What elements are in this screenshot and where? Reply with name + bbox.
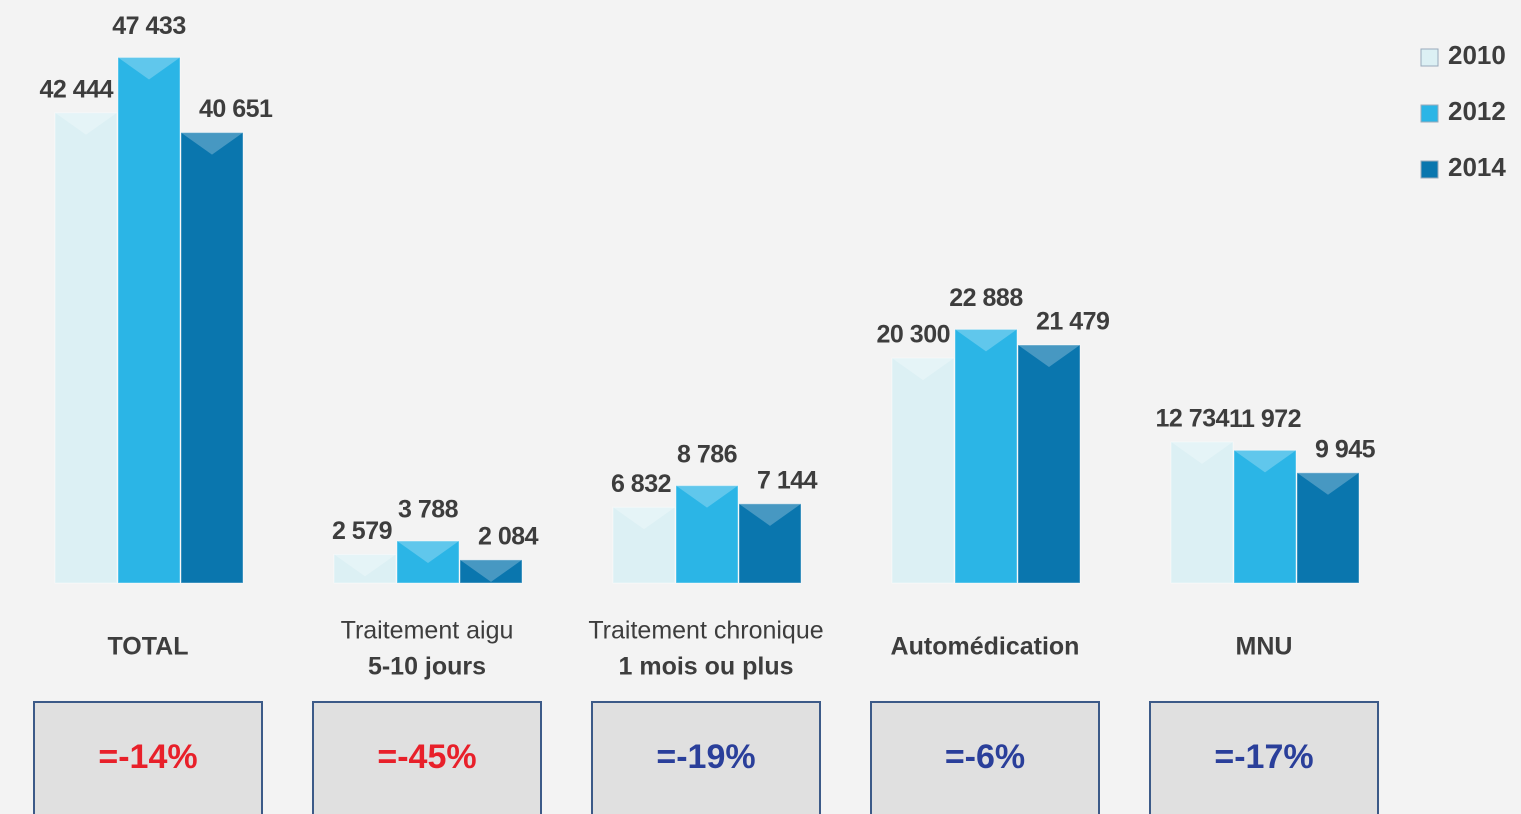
bar-bevel bbox=[460, 559, 522, 582]
bar-bevel bbox=[1234, 450, 1296, 473]
annotation: =-14% bbox=[98, 738, 197, 776]
bar-bevel bbox=[1018, 345, 1080, 368]
annotation-box bbox=[870, 701, 1100, 814]
bar-bevel bbox=[739, 503, 801, 526]
legend-label: 2012 bbox=[1448, 96, 1506, 126]
bar bbox=[54, 112, 118, 584]
bar bbox=[117, 56, 181, 584]
annotation-box bbox=[33, 701, 263, 814]
annotation: =-17% bbox=[1214, 738, 1313, 776]
annotation: =-6% bbox=[945, 738, 1025, 776]
bar-bevel bbox=[118, 57, 180, 80]
bar bbox=[396, 540, 460, 584]
bar bbox=[675, 485, 739, 584]
bar-bevel bbox=[181, 132, 243, 155]
legend-swatch bbox=[1420, 160, 1439, 179]
bar bbox=[612, 506, 676, 584]
value-label: 11 972 bbox=[1229, 405, 1301, 433]
annotation: =-19% bbox=[656, 738, 755, 776]
legend-swatch bbox=[1420, 104, 1439, 123]
value-label: 22 888 bbox=[949, 284, 1023, 312]
bar-bevel bbox=[1297, 472, 1359, 495]
x-tick-label: 1 mois ou plus bbox=[618, 653, 793, 681]
bar-bevel bbox=[955, 329, 1017, 352]
value-label: 2 579 bbox=[332, 517, 392, 545]
annotation-box bbox=[1149, 701, 1379, 814]
value-label: 47 433 bbox=[112, 12, 185, 40]
legend-label: 2010 bbox=[1448, 40, 1506, 70]
bar bbox=[738, 503, 802, 584]
x-tick-label: 5-10 jours bbox=[368, 653, 486, 681]
x-tick-label: TOTAL bbox=[107, 633, 188, 661]
bar bbox=[180, 132, 244, 584]
annotation: =-45% bbox=[377, 738, 476, 776]
bar bbox=[459, 559, 523, 584]
bar bbox=[1296, 472, 1360, 584]
bar-bevel bbox=[892, 358, 954, 381]
value-label: 2 084 bbox=[478, 523, 539, 551]
annotation-box bbox=[312, 701, 542, 814]
legend-label: 2014 bbox=[1448, 152, 1506, 182]
value-label: 8 786 bbox=[677, 440, 737, 468]
legend-swatch bbox=[1420, 48, 1439, 67]
bar-bevel bbox=[397, 541, 459, 564]
bar-bevel bbox=[334, 554, 396, 577]
value-label: 7 144 bbox=[757, 466, 818, 494]
value-label: 9 945 bbox=[1315, 435, 1376, 463]
bar-bevel bbox=[676, 485, 738, 508]
x-tick-label: Traitement chronique bbox=[588, 617, 823, 645]
value-label: 40 651 bbox=[199, 95, 273, 123]
bar-bevel bbox=[55, 112, 117, 135]
x-tick-label: Traitement aigu bbox=[341, 617, 514, 645]
bar bbox=[1017, 344, 1081, 584]
value-label: 20 300 bbox=[877, 321, 950, 349]
bar bbox=[1170, 441, 1234, 584]
bar bbox=[954, 328, 1018, 584]
value-label: 42 444 bbox=[40, 75, 114, 103]
value-label: 12 734 bbox=[1156, 405, 1230, 433]
bar bbox=[1233, 449, 1297, 584]
value-label: 21 479 bbox=[1036, 308, 1109, 336]
annotation-box bbox=[591, 701, 821, 814]
x-tick-label: MNU bbox=[1236, 633, 1293, 661]
bar bbox=[333, 553, 397, 584]
value-label: 3 788 bbox=[398, 496, 459, 524]
x-tick-label: Automédication bbox=[891, 633, 1080, 661]
bar bbox=[891, 357, 955, 584]
value-label: 6 832 bbox=[611, 470, 671, 498]
bar-bevel bbox=[613, 507, 675, 530]
bar-bevel bbox=[1171, 441, 1233, 464]
